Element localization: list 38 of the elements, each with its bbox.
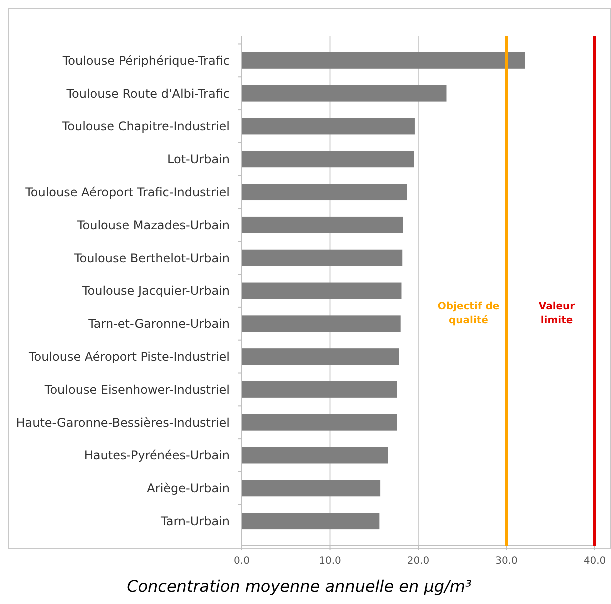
y-tick-label: Lot-Urbain bbox=[168, 152, 230, 167]
bar bbox=[242, 250, 403, 266]
x-tick-label: 10.0 bbox=[319, 556, 342, 567]
bar bbox=[242, 316, 401, 332]
x-tick-label: 0.0 bbox=[234, 556, 250, 567]
y-tick-label: Toulouse Périphérique-Trafic bbox=[62, 54, 230, 68]
x-tick-label: 40.0 bbox=[584, 556, 606, 567]
x-tick-label: 20.0 bbox=[407, 556, 430, 567]
bar bbox=[242, 282, 402, 300]
bar bbox=[242, 52, 526, 69]
bar bbox=[242, 447, 388, 464]
y-tick-label: Hautes-Pyrénées-Urbain bbox=[84, 448, 230, 463]
ref-line-label: Objectif de qualité bbox=[438, 302, 500, 327]
y-tick-label: Toulouse Mazades-Urbain bbox=[76, 218, 230, 232]
y-tick-label: Toulouse Aéroport Trafic-Industriel bbox=[24, 185, 230, 200]
y-tick-label: Toulouse Jacquier-Urbain bbox=[81, 284, 230, 298]
ref-line-label: Valeur limite bbox=[538, 302, 576, 327]
bar bbox=[242, 348, 400, 366]
y-tick-label: Ariège-Urbain bbox=[147, 482, 230, 496]
y-tick-label: Haute-Garonne-Bessières-Industriel bbox=[16, 416, 230, 430]
bar bbox=[242, 184, 408, 201]
y-tick-label: Toulouse Berthelot-Urbain bbox=[73, 251, 230, 266]
y-tick-label: Toulouse Eisenhower-Industriel bbox=[44, 382, 230, 397]
y-tick-label: Tarn-et-Garonne-Urbain bbox=[88, 317, 230, 332]
x-axis-title: Concentration moyenne annuelle en µg/m³ bbox=[127, 577, 472, 596]
bar bbox=[242, 216, 404, 234]
y-tick-label: Toulouse Chapitre-Industriel bbox=[61, 120, 230, 134]
y-tick-label: Tarn-Urbain bbox=[160, 514, 230, 529]
y-tick-label: Toulouse Aéroport Piste-Industriel bbox=[28, 350, 230, 364]
bar bbox=[242, 513, 380, 530]
bar bbox=[242, 480, 381, 497]
bar bbox=[242, 151, 414, 168]
bar bbox=[242, 118, 415, 135]
x-tick-label: 30.0 bbox=[496, 556, 518, 567]
bar bbox=[242, 381, 398, 398]
bar bbox=[242, 414, 398, 431]
bar bbox=[242, 85, 447, 102]
y-tick-label: Toulouse Route d'Albi-Trafic bbox=[66, 86, 230, 101]
